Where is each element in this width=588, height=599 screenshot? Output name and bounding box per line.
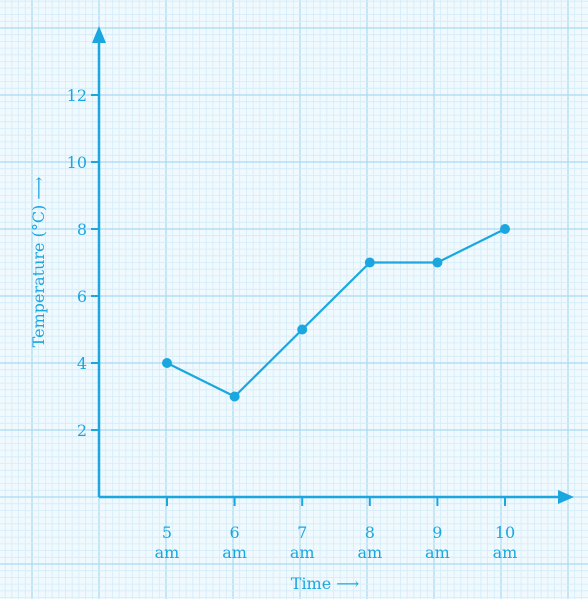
data-point	[432, 257, 443, 268]
x-tick-label-hour: 5	[162, 523, 172, 542]
y-tick-label: 6	[77, 287, 87, 306]
x-tick-label-hour: 8	[365, 523, 375, 542]
x-tick-label-period: am	[425, 543, 450, 562]
x-tick-label-hour: 7	[297, 523, 307, 542]
y-tick-label: 10	[67, 153, 87, 172]
temperature-series	[162, 224, 510, 402]
x-tick-label-period: am	[155, 543, 180, 562]
data-point	[162, 358, 172, 368]
data-point	[229, 391, 240, 402]
x-tick-label-hour: 9	[432, 523, 442, 542]
x-tick-label-period: am	[357, 543, 382, 562]
x-tick-label-hour: 6	[230, 523, 240, 542]
data-point	[364, 257, 375, 268]
series-line-segment	[166, 362, 236, 398]
x-axis-title: Time ⟶	[291, 574, 360, 593]
y-axis-arrowhead	[92, 26, 106, 43]
y-tick-label: 12	[67, 86, 87, 105]
x-axis-arrowhead	[558, 490, 574, 504]
series-line-segment	[436, 228, 506, 264]
series-line-segment	[233, 328, 303, 398]
x-tick-label-period: am	[222, 543, 247, 562]
series-line-segment	[301, 261, 371, 331]
x-tick-label-period: am	[493, 543, 518, 562]
y-axis-title: Temperature (°C) ⟶	[29, 177, 48, 348]
y-tick-label: 4	[77, 354, 87, 373]
y-tick-label: 8	[77, 220, 87, 239]
axes	[92, 26, 574, 504]
x-tick-label-period: am	[290, 543, 315, 562]
data-point	[297, 324, 308, 335]
y-tick-label: 2	[77, 421, 87, 440]
x-tick-label-hour: 10	[495, 523, 515, 542]
data-point	[500, 224, 510, 234]
